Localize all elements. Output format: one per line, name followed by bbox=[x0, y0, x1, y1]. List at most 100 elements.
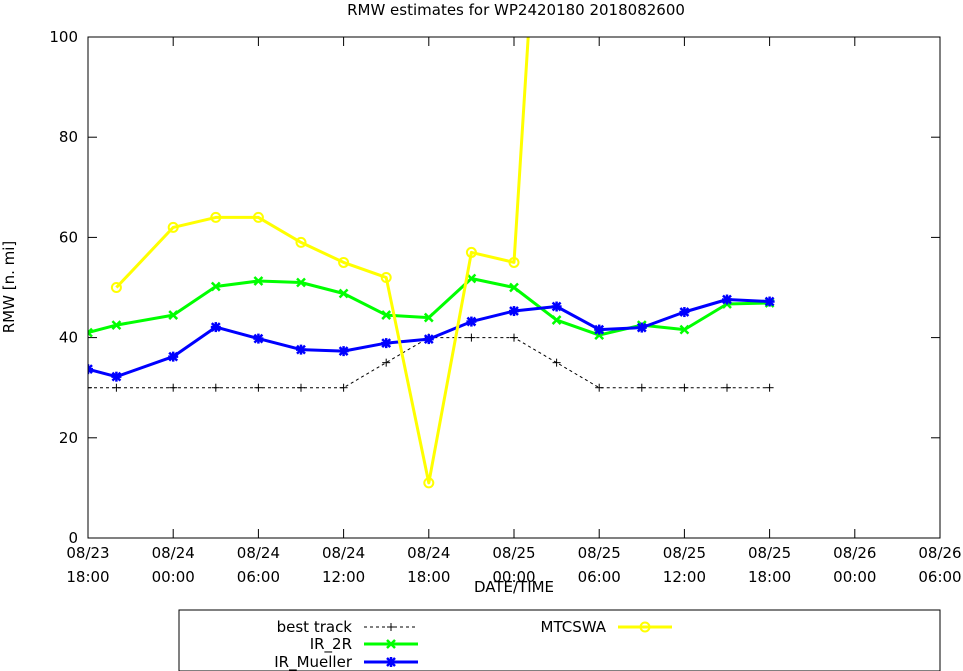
x-tick-label-time: 06:00 bbox=[578, 568, 621, 586]
data-point-best-track bbox=[169, 383, 178, 392]
data-point-best-track bbox=[211, 383, 220, 392]
data-point-ir-mueller bbox=[551, 301, 562, 312]
x-tick-label-time: 06:00 bbox=[918, 568, 961, 586]
plot-frame bbox=[87, 36, 941, 539]
x-tick-label-time: 12:00 bbox=[322, 568, 365, 586]
legend-box bbox=[178, 609, 941, 671]
data-point-mtcswa bbox=[167, 221, 179, 233]
legend-swatch-marker bbox=[387, 623, 395, 631]
data-point-best-track bbox=[680, 383, 689, 392]
y-tick-label: 0 bbox=[68, 529, 78, 547]
series-line-mtcswa bbox=[115, 37, 530, 485]
y-axis-label: RMW [n. mi] bbox=[0, 241, 18, 334]
series-ir-2r bbox=[88, 273, 775, 340]
x-tick-label-date: 08/25 bbox=[748, 544, 791, 562]
data-point-ir-mueller bbox=[594, 324, 605, 335]
legend-entry-best-track: best track bbox=[277, 618, 418, 636]
chart-title: RMW estimates for WP2420180 2018082600 bbox=[347, 1, 685, 19]
data-point-ir-mueller bbox=[764, 296, 775, 307]
data-point-best-track bbox=[112, 383, 121, 392]
x-tick-label-time: 00:00 bbox=[492, 568, 535, 586]
series-ir-mueller bbox=[88, 294, 775, 382]
data-point-best-track bbox=[297, 383, 305, 392]
data-point-best-track bbox=[88, 383, 92, 392]
x-tick-label-date: 08/25 bbox=[663, 544, 706, 562]
y-tick-label: 100 bbox=[49, 28, 78, 46]
data-point-ir-mueller bbox=[466, 316, 477, 327]
data-point-ir-mueller bbox=[423, 334, 434, 345]
data-point-mtcswa bbox=[338, 256, 350, 268]
data-point-ir-mueller bbox=[722, 294, 732, 305]
data-point-mtcswa bbox=[210, 211, 222, 223]
x-tick-label-date: 08/25 bbox=[492, 544, 535, 562]
data-point-best-track bbox=[595, 383, 604, 392]
data-point-best-track bbox=[552, 358, 561, 367]
data-point-best-track bbox=[637, 383, 646, 392]
legend-entry-ir-mueller: IR_Mueller bbox=[274, 653, 418, 671]
x-tick-label-date: 08/24 bbox=[407, 544, 450, 562]
data-point-ir-mueller bbox=[381, 338, 392, 349]
x-tick-label-date: 08/23 bbox=[66, 544, 109, 562]
data-point-mtcswa bbox=[423, 477, 435, 489]
data-point-mtcswa bbox=[380, 271, 392, 283]
series-layer bbox=[88, 37, 775, 489]
axis-ticks: 0 20 40 60 80 100 08/23 18:00 08/24 00:00 08/24 06:… bbox=[49, 28, 961, 586]
y-tick-label: 60 bbox=[59, 228, 78, 246]
data-point-ir-mueller bbox=[296, 344, 306, 355]
x-tick-label-time: 06:00 bbox=[237, 568, 280, 586]
x-tick-label-date: 08/26 bbox=[918, 544, 961, 562]
data-point-ir-2r bbox=[88, 327, 93, 338]
data-point-ir-2r bbox=[679, 324, 690, 335]
x-tick-label-date: 08/24 bbox=[152, 544, 195, 562]
data-point-mtcswa bbox=[110, 282, 122, 293]
legend-swatch-marker bbox=[386, 657, 396, 667]
data-point-ir-mueller bbox=[509, 306, 519, 317]
series-mtcswa bbox=[110, 37, 530, 489]
data-point-best-track bbox=[382, 358, 391, 367]
y-tick-label: 80 bbox=[59, 128, 78, 146]
legend-label: IR_2R bbox=[310, 635, 352, 654]
data-point-ir-mueller bbox=[88, 364, 93, 375]
x-axis-label: DATE/TIME bbox=[474, 578, 554, 596]
legend-swatch-marker bbox=[639, 621, 651, 633]
legend-label: IR_Mueller bbox=[274, 653, 353, 671]
x-tick-label-time: 18:00 bbox=[66, 568, 109, 586]
legend-entry-mtcswa: MTCSWA bbox=[541, 618, 672, 636]
x-tick-label-date: 08/25 bbox=[578, 544, 621, 562]
legend-swatch-marker bbox=[386, 639, 396, 649]
data-point-best-track bbox=[467, 333, 476, 342]
legend-label: best track bbox=[277, 618, 353, 636]
data-point-ir-mueller bbox=[210, 322, 221, 333]
data-point-ir-mueller bbox=[111, 371, 122, 382]
x-tick-label-time: 18:00 bbox=[748, 568, 791, 586]
data-point-best-track bbox=[254, 383, 263, 392]
y-tick-label: 40 bbox=[59, 329, 78, 347]
data-point-mtcswa bbox=[465, 246, 477, 258]
data-point-ir-2r bbox=[381, 310, 392, 320]
data-point-ir-2r bbox=[253, 276, 264, 286]
data-point-ir-2r bbox=[168, 310, 179, 320]
data-point-ir-2r bbox=[423, 312, 434, 323]
data-point-mtcswa bbox=[252, 211, 264, 223]
data-point-ir-2r bbox=[509, 282, 519, 293]
data-point-mtcswa bbox=[295, 236, 307, 248]
data-point-best-track bbox=[339, 383, 348, 392]
x-tick-label-time: 00:00 bbox=[833, 568, 876, 586]
x-tick-label-time: 18:00 bbox=[407, 568, 450, 586]
series-line-ir-2r bbox=[88, 277, 770, 337]
data-point-ir-mueller bbox=[679, 307, 690, 318]
data-point-ir-mueller bbox=[338, 346, 349, 357]
x-tick-label-date: 08/24 bbox=[237, 544, 280, 562]
data-point-best-track bbox=[765, 383, 774, 392]
data-point-ir-2r bbox=[111, 320, 122, 330]
data-point-ir-2r bbox=[338, 288, 349, 299]
data-point-ir-2r bbox=[551, 315, 562, 325]
x-tick-label-date: 08/24 bbox=[322, 544, 365, 562]
data-point-ir-2r bbox=[296, 277, 306, 288]
x-tick-label-time: 12:00 bbox=[663, 568, 706, 586]
data-point-ir-mueller bbox=[253, 333, 264, 344]
data-point-ir-mueller bbox=[636, 322, 647, 333]
y-tick-label: 20 bbox=[59, 429, 78, 447]
